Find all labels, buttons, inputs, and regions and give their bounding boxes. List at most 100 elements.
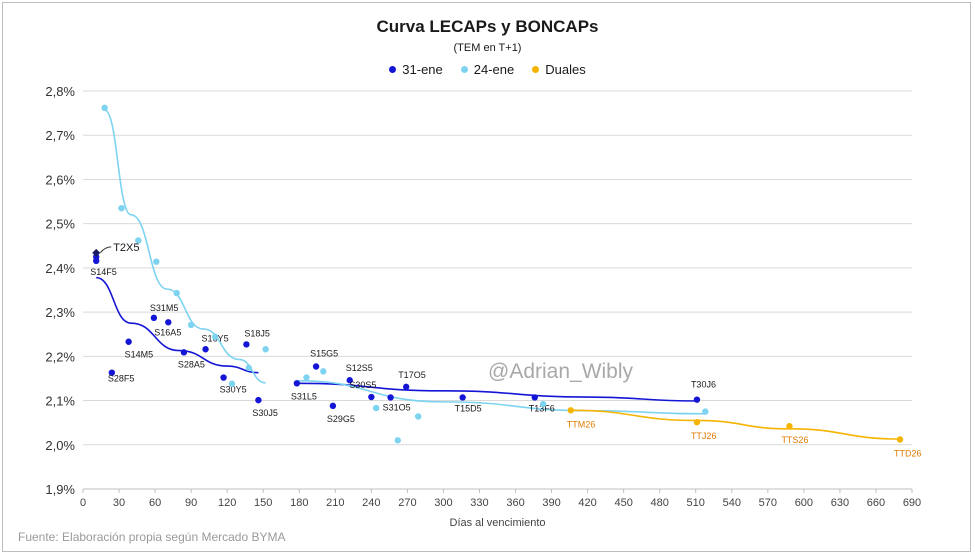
chart-subtitle: (TEM en T+1) [453, 42, 522, 54]
data-point-31-ene [329, 402, 337, 410]
data-point-duales [896, 436, 904, 443]
x-tick-label: 660 [867, 497, 885, 509]
point-label: S18J5 [244, 328, 270, 338]
x-axis-title: Días al vencimiento [450, 517, 546, 529]
y-tick-label: 2,1% [45, 394, 75, 409]
legend-item-24-ene: 24-ene [460, 62, 515, 77]
data-point-31-ene [150, 314, 158, 322]
y-tick-label: 2,0% [45, 438, 75, 453]
point-label: S14F5 [90, 267, 117, 277]
point-label: S12S5 [346, 363, 373, 373]
data-point-24-ene [173, 289, 180, 297]
data-point-31-ene [243, 341, 250, 348]
trendline-31-ene [296, 382, 697, 402]
point-label: TTS26 [781, 435, 808, 445]
data-point-24-ene [303, 374, 310, 381]
data-point-24-ene [320, 368, 327, 375]
x-tick-label: 390 [542, 497, 560, 509]
source-note: Fuente: Elaboración propia según Mercado… [18, 530, 286, 544]
watermark: @Adrian_Wibly [488, 360, 634, 383]
x-tick-label: 180 [290, 497, 308, 509]
data-point-24-ene [153, 258, 160, 265]
data-point-31-ene [387, 394, 394, 401]
chart-title: Curva LECAPs y BONCAPs [376, 17, 599, 36]
x-tick-label: 30 [113, 497, 125, 509]
point-label: S28F5 [108, 374, 135, 384]
callout-label: T2X5 [113, 242, 139, 254]
data-point-31-ene [312, 363, 320, 370]
data-point-31-ene [255, 396, 262, 404]
x-tick-label: 630 [831, 497, 849, 509]
callout-leader [99, 246, 112, 254]
legend-item-duales: Duales [532, 62, 586, 77]
x-tick-label: 90 [185, 497, 197, 509]
x-tick-label: 270 [398, 497, 416, 509]
x-tick-label: 450 [614, 497, 632, 509]
data-point-duales [693, 419, 701, 426]
legend-label-31-ene: 31-ene [402, 62, 443, 77]
point-label: S31M5 [150, 303, 179, 313]
x-tick-label: 0 [80, 497, 86, 509]
legend-marker-31-ene [389, 66, 397, 73]
x-tick-label: 360 [506, 497, 524, 509]
y-tick-label: 1,9% [45, 482, 75, 497]
data-point-24-ene [372, 404, 380, 412]
data-point-31-ene [459, 394, 466, 401]
point-label: S30S5 [349, 380, 376, 390]
point-label: S30J5 [252, 408, 278, 418]
data-point-31-ene [693, 396, 701, 403]
data-point-31-ene [220, 374, 227, 381]
point-label: S31O5 [383, 402, 411, 412]
data-point-31-ene [531, 394, 538, 401]
x-tick-label: 60 [149, 497, 161, 509]
y-tick-label: 2,7% [45, 128, 75, 143]
point-label: TTM26 [567, 419, 596, 429]
data-point-24-ene [415, 413, 422, 420]
data-point-24-ene [702, 408, 709, 415]
x-tick-label: 330 [470, 497, 488, 509]
data-point-31-ene [93, 257, 100, 265]
data-point-24-ene [101, 104, 108, 112]
y-tick-label: 2,3% [45, 305, 75, 320]
data-point-31-ene [368, 393, 375, 401]
x-tick-label: 690 [903, 497, 921, 509]
data-point-31-ene [165, 319, 172, 326]
callout-marker [92, 248, 101, 257]
data-point-31-ene [346, 377, 353, 384]
data-point-24-ene [245, 364, 252, 372]
x-tick-label: 600 [795, 497, 813, 509]
point-label: T15D5 [455, 403, 482, 413]
y-tick-label: 2,6% [45, 172, 75, 187]
x-tick-label: 570 [759, 497, 777, 509]
data-point-31-ene [293, 380, 301, 387]
data-point-24-ene [187, 321, 195, 329]
point-label: S31L5 [291, 391, 317, 401]
x-tick-label: 420 [578, 497, 596, 509]
y-tick-label: 2,8% [45, 84, 75, 99]
data-point-24-ene [118, 204, 125, 212]
y-tick-label: 2,5% [45, 217, 75, 232]
x-tick-label: 540 [723, 497, 741, 509]
point-label: S16A5 [154, 327, 181, 337]
legend-marker-duales [532, 66, 540, 73]
x-tick-label: 120 [218, 497, 236, 509]
data-point-24-ene [262, 346, 269, 353]
data-point-31-ene [402, 383, 410, 391]
legend-label-24-ene: 24-ene [473, 62, 515, 77]
point-label: S29G5 [327, 414, 355, 424]
y-tick-label: 2,4% [45, 261, 75, 276]
legend-marker-24-ene [460, 66, 468, 73]
data-point-31-ene [180, 349, 188, 356]
data-point-24-ene [211, 333, 219, 341]
point-label: T13F6 [529, 403, 555, 413]
x-tick-label: 510 [687, 497, 705, 509]
trendline-24-ene [296, 379, 706, 415]
legend-label-duales: Duales [545, 62, 586, 77]
x-tick-label: 150 [254, 497, 272, 509]
data-point-24-ene [135, 237, 142, 244]
x-tick-label: 210 [326, 497, 344, 509]
point-label: S14M5 [125, 350, 154, 360]
data-point-31-ene [202, 346, 209, 353]
x-tick-label: 300 [434, 497, 452, 509]
